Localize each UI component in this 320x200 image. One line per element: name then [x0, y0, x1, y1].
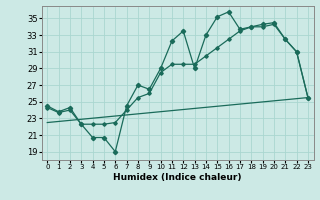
X-axis label: Humidex (Indice chaleur): Humidex (Indice chaleur)	[113, 173, 242, 182]
